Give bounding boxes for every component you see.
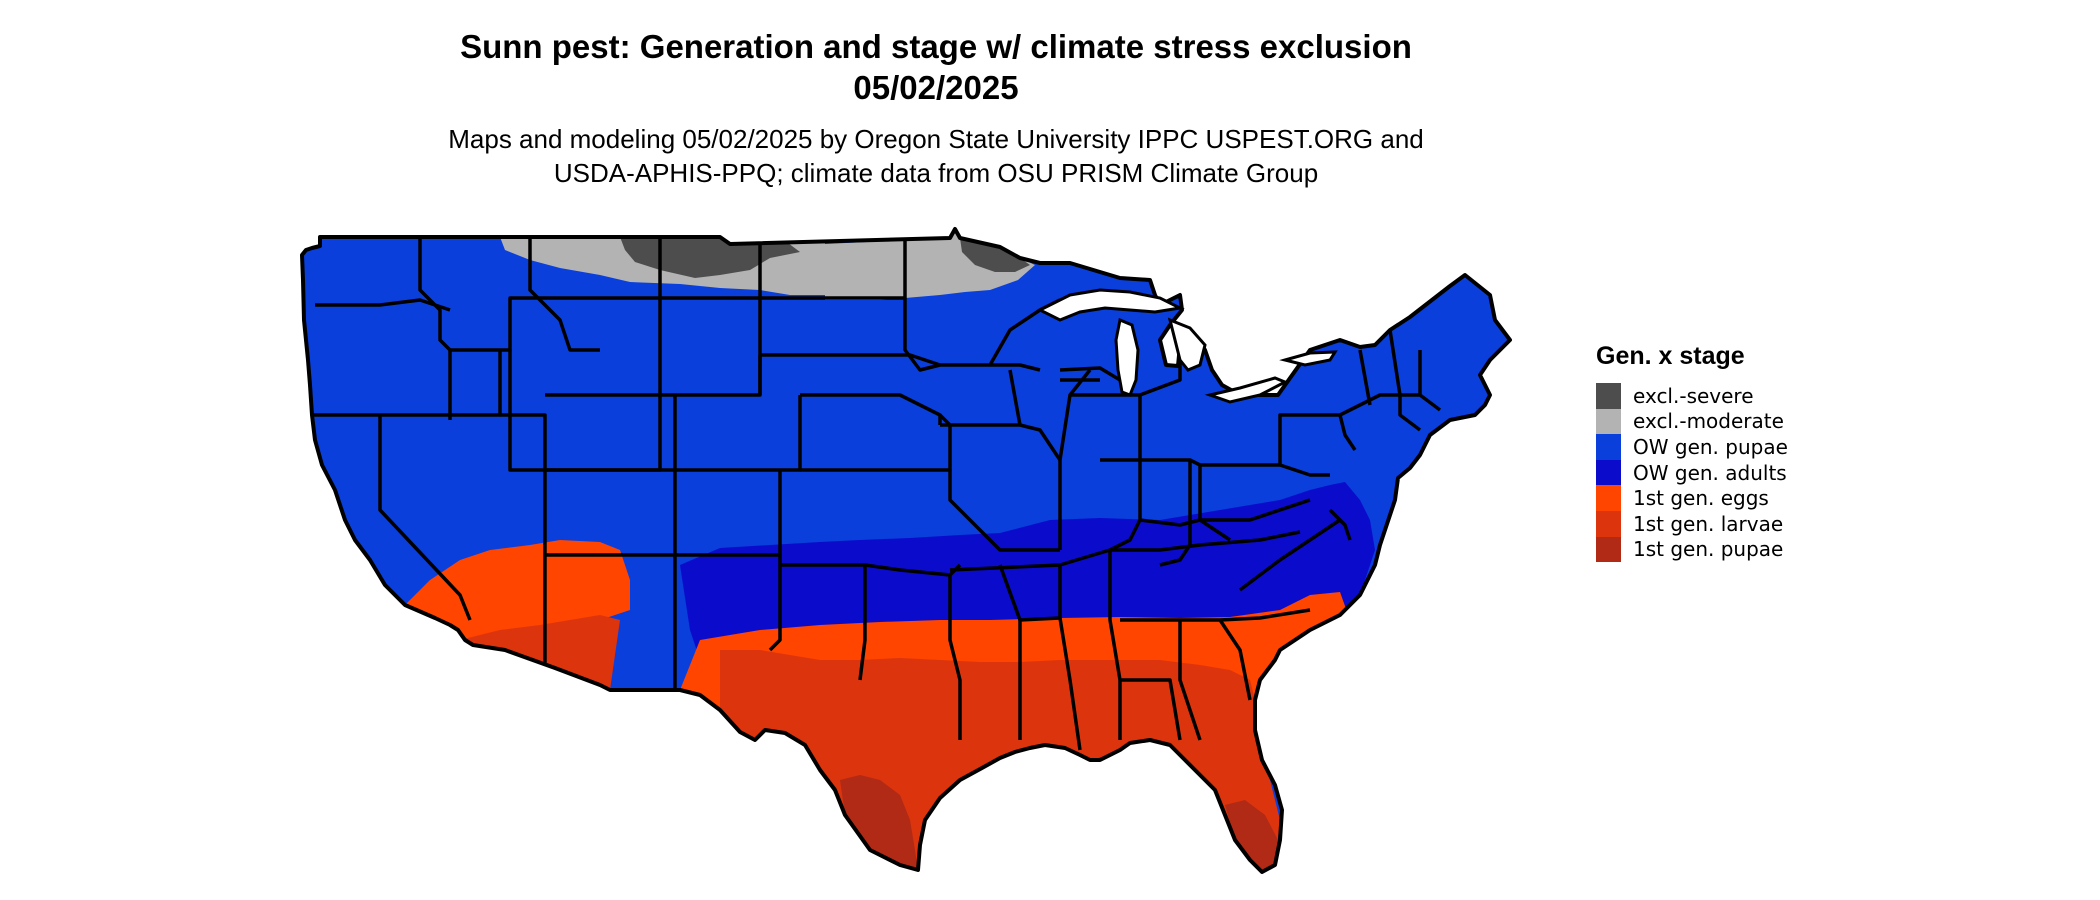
zone-1st-larvae bbox=[720, 650, 1280, 872]
legend-swatch bbox=[1596, 485, 1621, 511]
legend-label: OW gen. pupae bbox=[1633, 434, 1788, 459]
lake-huron bbox=[1167, 317, 1207, 372]
zone-ow-adults bbox=[680, 482, 1375, 660]
legend-swatch bbox=[1596, 383, 1621, 409]
title-line-1: Sunn pest: Generation and stage w/ clima… bbox=[460, 28, 1412, 65]
title-line-2: 05/02/2025 bbox=[853, 69, 1019, 106]
zone-1st-pupae-fl bbox=[1225, 800, 1278, 872]
zone-excl-severe-mn bbox=[960, 238, 1030, 272]
subtitle-line-1: Maps and modeling 05/02/2025 by Oregon S… bbox=[448, 124, 1424, 154]
map-title: Sunn pest: Generation and stage w/ clima… bbox=[0, 26, 1872, 108]
zone-1st-larvae-sw bbox=[460, 615, 620, 690]
zone-1st-pupae-tx bbox=[840, 775, 918, 870]
legend-label: 1st gen. larvae bbox=[1633, 511, 1784, 536]
legend-label: excl.-severe bbox=[1633, 383, 1754, 408]
lake-ontario bbox=[1279, 350, 1338, 367]
legend-swatch bbox=[1596, 510, 1621, 537]
legend-label: excl.-moderate bbox=[1633, 409, 1784, 434]
legend-label: 1st gen. eggs bbox=[1633, 486, 1769, 511]
legend-item: excl.-severe bbox=[1596, 383, 1788, 409]
map-subtitle: Maps and modeling 05/02/2025 by Oregon S… bbox=[0, 122, 1872, 190]
legend-item: 1st gen. pupae bbox=[1596, 536, 1788, 563]
legend-swatch bbox=[1596, 536, 1621, 563]
legend-item: OW gen. pupae bbox=[1596, 434, 1788, 460]
legend-label: 1st gen. pupae bbox=[1633, 537, 1784, 562]
subtitle-line-2: USDA-APHIS-PPQ; climate data from OSU PR… bbox=[553, 158, 1319, 188]
legend-item: 1st gen. larvae bbox=[1596, 510, 1788, 537]
legend: Gen. x stage excl.-severe excl.-moderate… bbox=[1596, 342, 1788, 563]
legend-label: OW gen. adults bbox=[1633, 460, 1787, 485]
state-borders bbox=[308, 237, 1442, 751]
legend-swatch bbox=[1596, 434, 1621, 460]
lake-michigan bbox=[1114, 317, 1140, 397]
great-lakes bbox=[1036, 288, 1338, 404]
legend-item: 1st gen. eggs bbox=[1596, 485, 1788, 511]
model-fills bbox=[302, 229, 1510, 872]
legend-swatch bbox=[1596, 459, 1621, 486]
zone-excl-severe bbox=[620, 237, 800, 278]
legend-item: excl.-moderate bbox=[1596, 408, 1788, 435]
lake-erie bbox=[1204, 376, 1289, 404]
legend-swatch bbox=[1596, 408, 1621, 435]
legend-item: OW gen. adults bbox=[1596, 459, 1788, 486]
lake-superior bbox=[1036, 288, 1185, 322]
legend-title: Gen. x stage bbox=[1596, 342, 1745, 370]
us-map bbox=[300, 227, 1512, 874]
